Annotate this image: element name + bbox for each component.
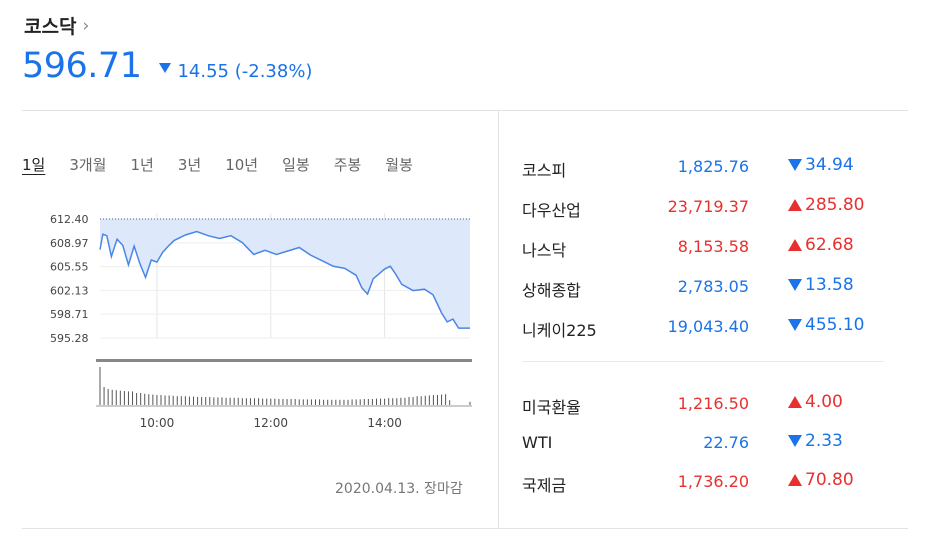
period-tab-4[interactable]: 10년 [225,156,259,174]
y-tick-label: 608.97 [50,237,89,250]
market-change: 13.58 [788,275,854,295]
market-change: 34.94 [788,155,854,175]
y-tick-label: 595.28 [50,332,89,345]
up-triangle-icon [788,239,802,251]
period-tabs: 1일 3개월 1년 3년 10년 일봉 주봉 월봉 [22,154,437,175]
x-tick-label: 12:00 [253,416,288,430]
market-change-value: 2.33 [805,431,843,451]
market-value: 8,153.58 [677,237,749,256]
y-tick-label: 598.71 [50,308,89,321]
top-divider [22,110,908,111]
period-tab-1[interactable]: 3개월 [69,156,107,174]
market-change: 455.10 [788,315,864,335]
market-row[interactable]: 코스피 1,825.76 34.94 [522,155,872,180]
down-triangle-icon [788,279,802,291]
market-value: 1,825.76 [677,157,749,176]
market-name: 국제금 [522,476,567,495]
down-triangle-icon [788,159,802,171]
x-tick-label: 14:00 [367,416,402,430]
market-change: 62.68 [788,235,854,255]
market-value: 23,719.37 [667,197,749,216]
up-triangle-icon [788,474,802,486]
market-value: 1,736.20 [677,472,749,491]
market-change: 285.80 [788,195,864,215]
market-change-value: 285.80 [805,195,865,215]
market-change-value: 62.68 [805,235,854,255]
kosdaq-title-link[interactable]: 코스닥 › [24,12,89,39]
chart-area-fill [100,219,470,329]
market-value: 2,783.05 [677,277,749,296]
price-summary: 596.71 14.55 (-2.38%) [22,46,312,86]
y-tick-label: 605.55 [50,261,89,274]
chart-date-label: 2020.04.13. 장마감 [335,481,463,497]
period-tab-0[interactable]: 1일 [22,156,46,174]
market-name: WTI [522,433,553,452]
market-row[interactable]: 미국환율 1,216.50 4.00 [522,392,872,417]
market-change: 4.00 [788,392,843,412]
market-name: 상해종합 [522,281,581,300]
chart-separator [96,359,472,362]
price-series-line [99,230,470,329]
market-row[interactable]: 국제금 1,736.20 70.80 [522,470,872,495]
market-change: 70.80 [788,470,854,490]
market-change: 2.33 [788,431,843,451]
x-tick-label: 10:00 [140,416,175,430]
market-change-value: 34.94 [805,155,854,175]
price-change: 14.55 (-2.38%) [177,61,313,82]
down-triangle-icon [788,435,802,447]
market-value: 22.76 [703,433,749,452]
market-name: 나스닥 [522,241,567,260]
market-change-value: 13.58 [805,275,854,295]
current-price: 596.71 [22,46,142,86]
period-tab-7[interactable]: 월봉 [385,156,413,174]
y-tick-label: 612.40 [50,213,89,226]
kosdaq-intraday-chart: 612.40 608.97 605.55 602.13 598.71 595.28 10:0… [50,213,472,430]
period-tab-3[interactable]: 3년 [177,156,202,174]
down-triangle-icon [788,319,802,331]
market-divider [522,361,884,362]
down-triangle-icon [159,63,172,73]
market-value: 1,216.50 [677,394,749,413]
index-title: 코스닥 [24,16,77,38]
chevron-right-icon: › [82,15,90,36]
market-name: 다우산업 [522,201,581,220]
market-change-value: 4.00 [805,392,843,412]
panel-divider [498,111,499,528]
market-change-value: 70.80 [805,470,854,490]
market-row[interactable]: 니케이225 19,043.40 455.10 [522,315,872,340]
y-tick-label: 602.13 [50,284,89,297]
market-value: 19,043.40 [667,317,749,336]
market-name: 코스피 [522,161,567,180]
period-tab-5[interactable]: 일봉 [282,156,310,174]
period-tab-6[interactable]: 주봉 [333,156,362,174]
market-name: 니케이225 [522,321,597,340]
up-triangle-icon [788,396,802,408]
market-name: 미국환율 [522,398,581,417]
period-tab-2[interactable]: 1년 [130,156,154,174]
market-row[interactable]: 다우산업 23,719.37 285.80 [522,195,872,220]
bottom-divider [22,528,908,529]
market-row[interactable]: 상해종합 2,783.05 13.58 [522,275,872,300]
market-change-value: 455.10 [805,315,865,335]
up-triangle-icon [788,199,802,211]
market-row[interactable]: WTI 22.76 2.33 [522,431,872,455]
market-row[interactable]: 나스닥 8,153.58 62.68 [522,235,872,260]
